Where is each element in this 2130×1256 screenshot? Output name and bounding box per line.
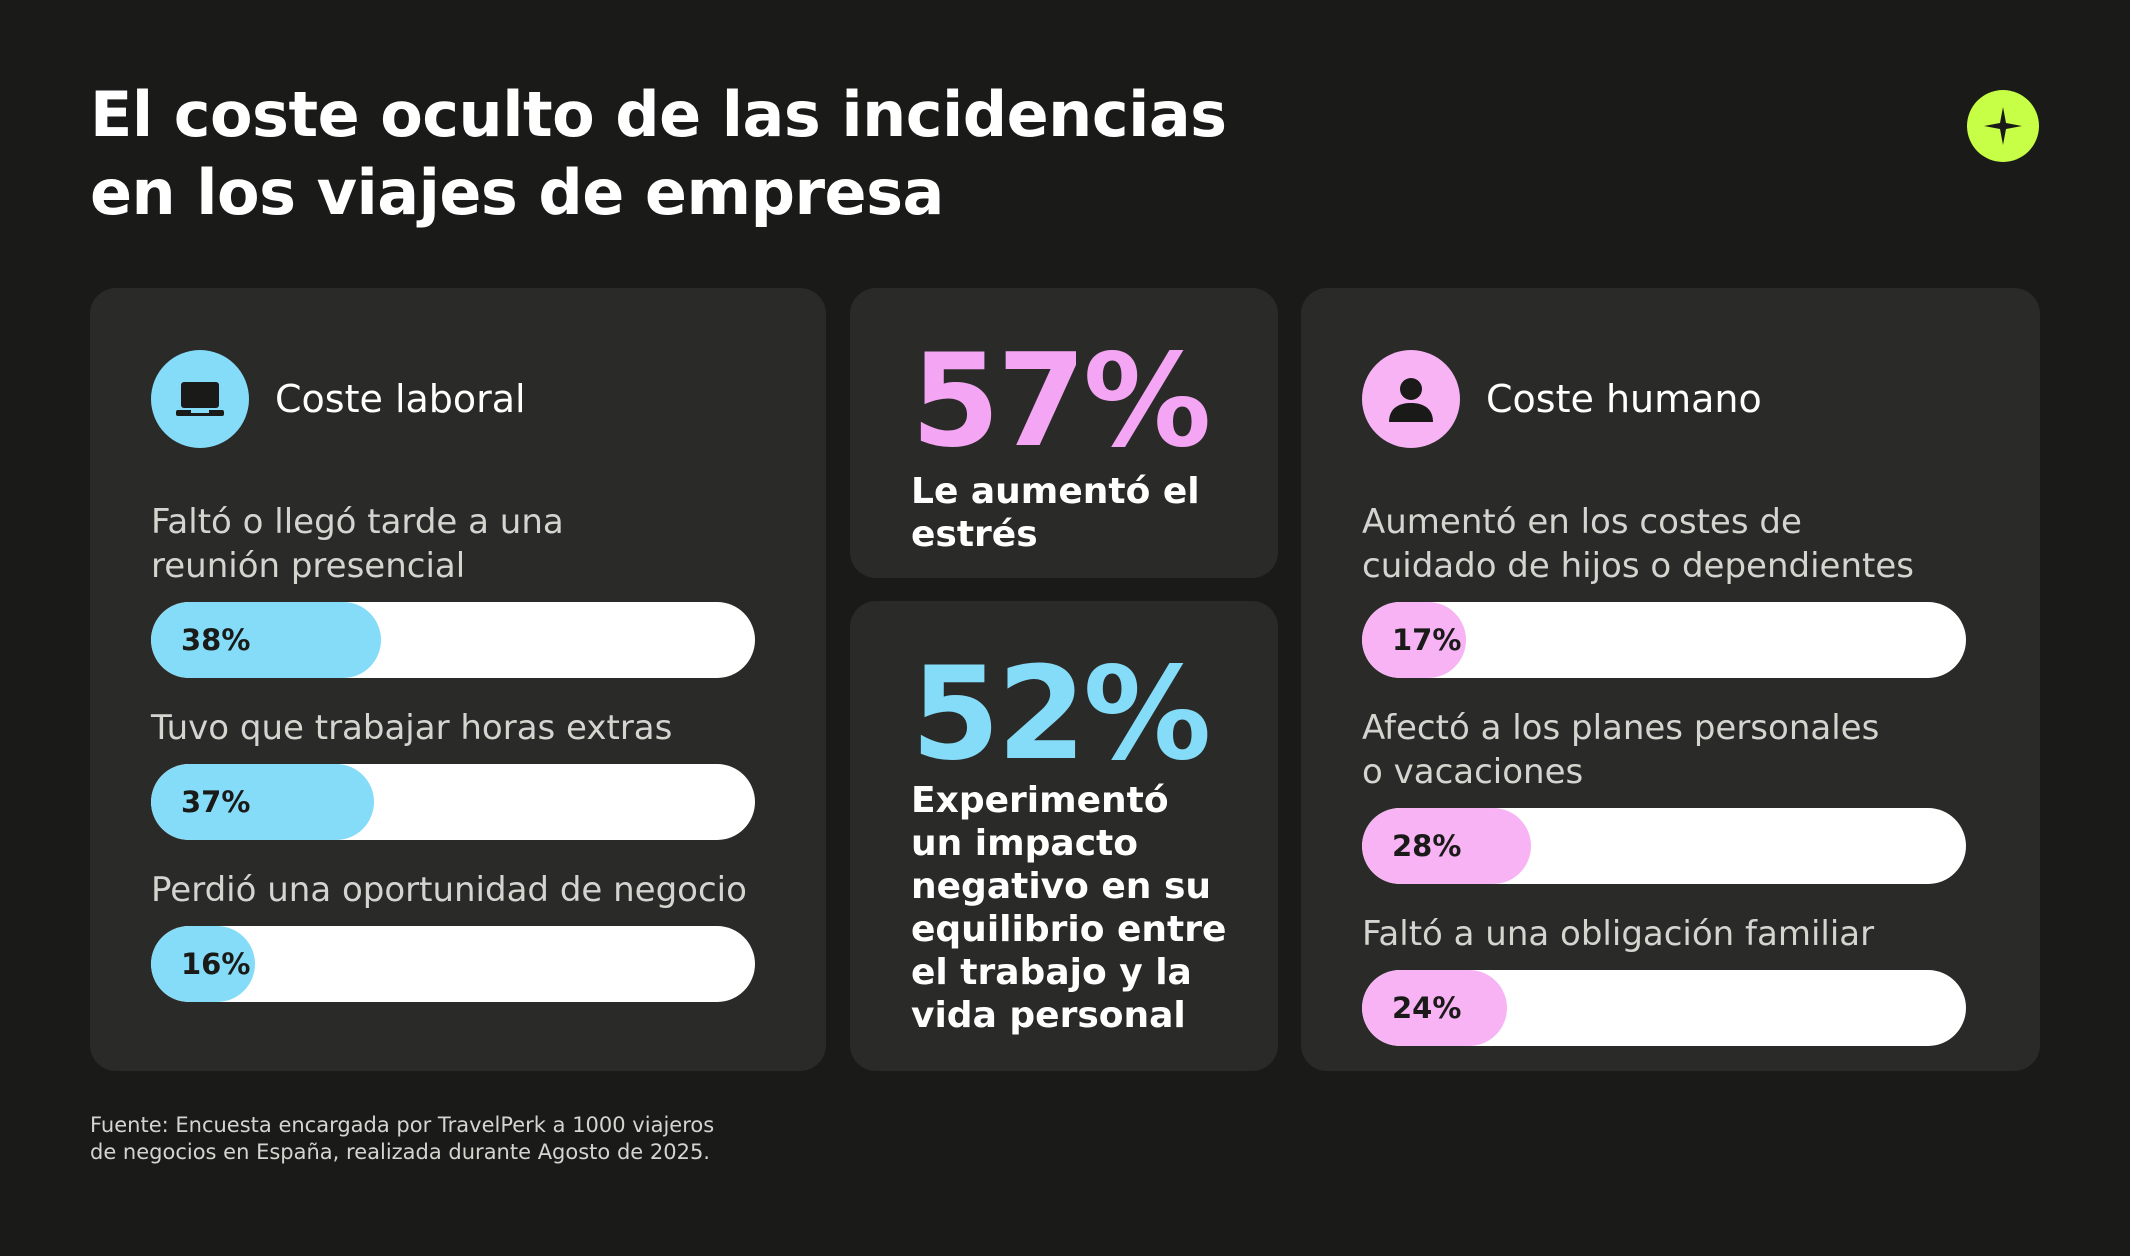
footnote-line: de negocios en España, realizada durante…: [90, 1140, 710, 1164]
progress-bar-fill: [151, 602, 381, 678]
progress-bar: 28%: [1362, 808, 1966, 884]
progress-bar-fill: [1362, 970, 1507, 1046]
progress-value: 24%: [1392, 991, 1462, 1025]
progress-bar-fill: [1362, 808, 1532, 884]
labor-metric-overtime: Tuvo que trabajar horas extras 37%: [151, 706, 771, 840]
stress-stat-card: 57% Le aumentó el estrés: [850, 288, 1278, 578]
stress-stat-text: Le aumentó el estrés: [911, 470, 1251, 556]
progress-value: 38%: [181, 623, 251, 657]
progress-bar-fill: [1362, 602, 1466, 678]
stat-text-line: vida personal: [911, 995, 1186, 1036]
labor-cost-heading: Coste laboral: [275, 377, 526, 421]
labor-cost-card: Coste laboral Faltó o llegó tarde a una …: [90, 288, 826, 1071]
progress-bar: 38%: [151, 602, 755, 678]
metric-label-line: Faltó a una obligación familiar: [1362, 914, 1875, 954]
source-footnote: Fuente: Encuesta encargada por TravelPer…: [90, 1112, 714, 1166]
page-title-line-2: en los viajes de empresa: [90, 156, 944, 229]
progress-bar: 16%: [151, 926, 755, 1002]
human-cost-heading: Coste humano: [1486, 377, 1762, 421]
stat-text-line: Le aumentó el: [911, 471, 1200, 512]
stat-text-line: estrés: [911, 514, 1038, 555]
progress-bar: 24%: [1362, 970, 1966, 1046]
metric-label: Aumentó en los costes de cuidado de hijo…: [1362, 500, 1982, 588]
metric-label: Tuvo que trabajar horas extras: [151, 706, 771, 750]
metric-label: Faltó o llegó tarde a una reunión presen…: [151, 500, 771, 588]
stress-stat-value: 57%: [911, 327, 1211, 476]
plus-compass-icon: [1967, 90, 2039, 162]
progress-value: 28%: [1392, 829, 1462, 863]
balance-stat-value: 52%: [911, 640, 1211, 789]
balance-stat-text: Experimentó un impacto negativo en su eq…: [911, 779, 1251, 1037]
progress-bar: 37%: [151, 764, 755, 840]
progress-bar-fill: [151, 764, 375, 840]
progress-value: 17%: [1392, 623, 1462, 657]
footnote-line: Fuente: Encuesta encargada por TravelPer…: [90, 1113, 715, 1137]
human-metric-family: Faltó a una obligación familiar 24%: [1362, 912, 1982, 1046]
progress-value: 16%: [181, 947, 251, 981]
progress-value: 37%: [181, 785, 251, 819]
page-title: El coste oculto de las incidencias en lo…: [90, 76, 1227, 232]
stat-text-line: Experimentó: [911, 780, 1169, 821]
metric-label-line: Perdió una oportunidad de negocio: [151, 870, 747, 910]
labor-metric-meeting: Faltó o llegó tarde a una reunión presen…: [151, 500, 771, 678]
metric-label-line: reunión presencial: [151, 546, 466, 586]
stat-text-line: un impacto: [911, 823, 1138, 864]
human-cost-card: Coste humano Aumentó en los costes de cu…: [1301, 288, 2040, 1071]
human-metric-care: Aumentó en los costes de cuidado de hijo…: [1362, 500, 1982, 678]
metric-label-line: o vacaciones: [1362, 752, 1584, 792]
person-icon: [1362, 350, 1460, 448]
progress-bar: 17%: [1362, 602, 1966, 678]
stat-text-line: negativo en su: [911, 866, 1212, 907]
metric-label-line: Tuvo que trabajar horas extras: [151, 708, 673, 748]
metric-label-line: cuidado de hijos o dependientes: [1362, 546, 1914, 586]
stat-text-line: el trabajo y la: [911, 952, 1192, 993]
labor-cost-header: Coste laboral: [151, 350, 526, 448]
metric-label-line: Afectó a los planes personales: [1362, 708, 1880, 748]
laptop-icon: [151, 350, 249, 448]
stat-text-line: equilibrio entre: [911, 909, 1227, 950]
progress-bar-fill: [151, 926, 255, 1002]
human-metric-plans: Afectó a los planes personales o vacacio…: [1362, 706, 1982, 884]
metric-label: Faltó a una obligación familiar: [1362, 912, 1982, 956]
metric-label-line: Aumentó en los costes de: [1362, 502, 1802, 542]
human-cost-header: Coste humano: [1362, 350, 1762, 448]
metric-label: Afectó a los planes personales o vacacio…: [1362, 706, 1982, 794]
metric-label-line: Faltó o llegó tarde a una: [151, 502, 564, 542]
labor-metric-opportunity: Perdió una oportunidad de negocio 16%: [151, 868, 771, 1002]
page-title-line-1: El coste oculto de las incidencias: [90, 78, 1227, 151]
balance-stat-card: 52% Experimentó un impacto negativo en s…: [850, 601, 1278, 1071]
metric-label: Perdió una oportunidad de negocio: [151, 868, 771, 912]
